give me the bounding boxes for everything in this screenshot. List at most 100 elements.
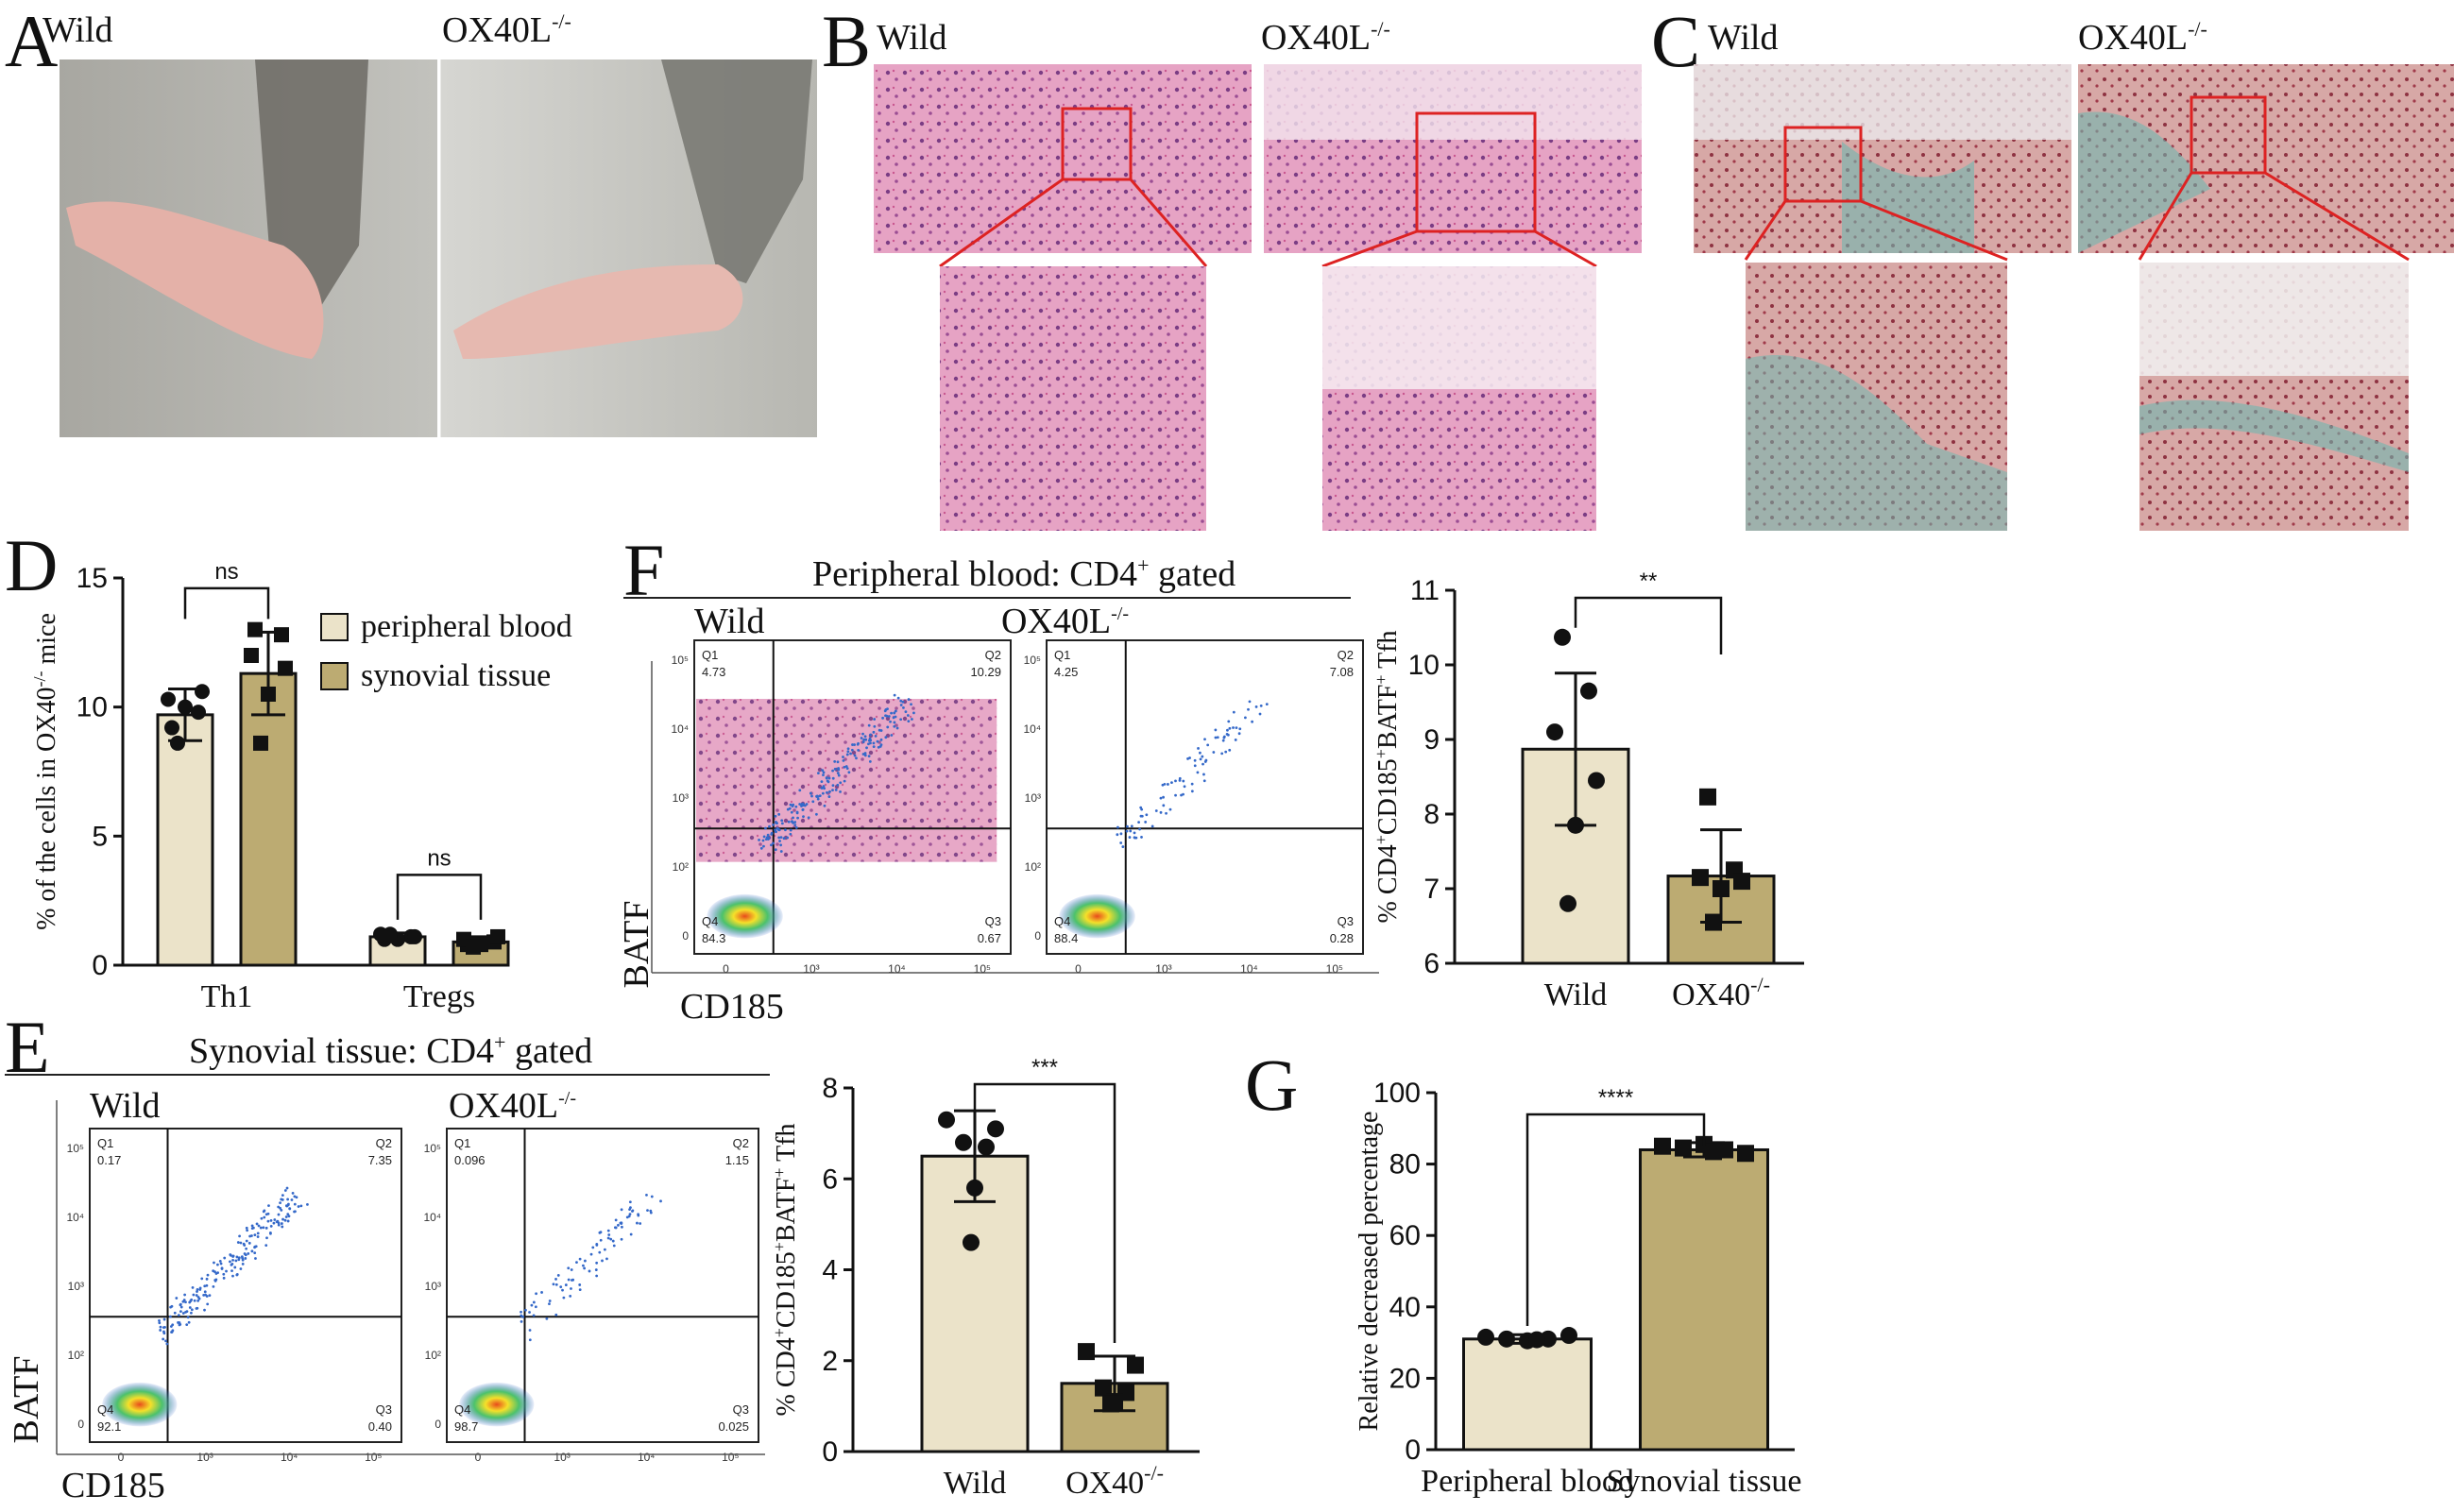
overlay-histology-image bbox=[696, 699, 997, 862]
y-axis-label-part: + bbox=[770, 1328, 789, 1337]
event-dot bbox=[218, 1259, 222, 1263]
data-point bbox=[261, 687, 276, 702]
event-dot bbox=[286, 1213, 290, 1215]
event-dot bbox=[631, 1209, 635, 1213]
event-dot bbox=[520, 1319, 523, 1323]
event-dot bbox=[774, 848, 777, 852]
event-dot bbox=[584, 1259, 587, 1263]
facs-y-tick-label: 10² bbox=[425, 1349, 441, 1362]
data-point bbox=[1705, 1143, 1722, 1161]
event-dot bbox=[837, 767, 841, 770]
event-dot bbox=[290, 1198, 294, 1201]
ox40l-safranin-zoom-box bbox=[2190, 95, 2267, 175]
event-dot bbox=[795, 810, 799, 814]
x-tick-label-text: OX40 bbox=[1065, 1466, 1144, 1501]
event-dot bbox=[1116, 825, 1119, 829]
event-dot bbox=[286, 1203, 290, 1207]
event-dot bbox=[786, 836, 790, 840]
quadrant-label-q3: Q3 bbox=[1338, 914, 1354, 928]
event-dot bbox=[179, 1305, 183, 1309]
significance-bracket bbox=[973, 1082, 1116, 1343]
event-dot bbox=[863, 754, 867, 757]
event-dot bbox=[554, 1283, 558, 1286]
quadrant-label-q2: Q2 bbox=[1338, 648, 1354, 662]
event-dot bbox=[777, 812, 781, 816]
facs-y-tick-label: 0 bbox=[682, 929, 689, 943]
event-dot bbox=[764, 838, 768, 841]
y-tick-label: 5 bbox=[92, 821, 108, 852]
event-dot bbox=[293, 1202, 297, 1206]
event-dot bbox=[894, 715, 897, 719]
event-dot bbox=[1232, 710, 1236, 714]
event-dot bbox=[1214, 728, 1218, 732]
event-dot bbox=[567, 1278, 571, 1282]
event-dot bbox=[253, 1233, 257, 1237]
event-dot bbox=[899, 699, 903, 703]
event-dot bbox=[796, 816, 799, 820]
event-dot bbox=[203, 1290, 207, 1294]
event-dot bbox=[279, 1206, 281, 1210]
event-dot bbox=[816, 772, 820, 775]
event-dot bbox=[244, 1257, 247, 1260]
event-dot bbox=[861, 740, 865, 743]
panel-b: B Wild OX40L-/- bbox=[822, 0, 1642, 531]
y-tick-label: 10 bbox=[1408, 650, 1440, 681]
event-dot bbox=[256, 1235, 260, 1238]
event-dot bbox=[628, 1213, 632, 1216]
event-dot bbox=[287, 1215, 291, 1218]
facs-f-right-sup: -/- bbox=[1111, 603, 1129, 624]
data-point bbox=[1560, 1327, 1577, 1345]
y-tick-label: 6 bbox=[822, 1164, 838, 1195]
event-dot bbox=[831, 776, 835, 780]
event-dot bbox=[186, 1316, 190, 1319]
event-dot bbox=[269, 1218, 273, 1222]
event-dot bbox=[196, 1287, 199, 1291]
event-dot bbox=[548, 1302, 551, 1306]
x-tick-label-sup: -/- bbox=[1750, 973, 1770, 996]
event-dot bbox=[158, 1321, 162, 1325]
facs-y-tick-label: 10³ bbox=[673, 791, 689, 805]
data-point bbox=[1559, 894, 1576, 912]
facs-x-tick-label: 10⁵ bbox=[974, 962, 991, 976]
event-dot bbox=[894, 709, 897, 713]
y-axis-label-part: + bbox=[1372, 835, 1390, 844]
x-tick-label: Wild bbox=[1544, 977, 1608, 1012]
event-dot bbox=[245, 1239, 248, 1243]
event-dot bbox=[187, 1320, 191, 1324]
y-axis-label-part: Tfh bbox=[772, 1124, 801, 1168]
event-dot bbox=[281, 1225, 284, 1229]
y-axis-label-part: BATF bbox=[772, 1178, 801, 1242]
event-dot bbox=[230, 1269, 233, 1273]
event-dot bbox=[793, 821, 797, 824]
event-dot bbox=[851, 743, 854, 746]
event-dot bbox=[222, 1272, 226, 1276]
y-axis-label-part: CD185 bbox=[1373, 758, 1403, 835]
event-dot bbox=[170, 1304, 174, 1308]
event-dot bbox=[293, 1195, 297, 1198]
event-dot bbox=[878, 728, 881, 732]
event-dot bbox=[774, 828, 776, 832]
data-point bbox=[938, 1111, 955, 1129]
facs-x-tick-label: 10⁵ bbox=[365, 1451, 382, 1464]
y-tick-label: 40 bbox=[1389, 1292, 1421, 1323]
event-dot bbox=[809, 791, 812, 795]
event-dot bbox=[196, 1290, 198, 1293]
event-dot bbox=[628, 1200, 632, 1204]
significance-label: **** bbox=[1598, 1085, 1633, 1111]
event-dot bbox=[621, 1225, 623, 1229]
event-dot bbox=[265, 1236, 268, 1240]
event-dot bbox=[836, 760, 840, 764]
event-dot bbox=[601, 1259, 604, 1263]
event-dot bbox=[599, 1238, 603, 1242]
event-dot bbox=[1145, 813, 1149, 817]
y-axis-label-part: + bbox=[770, 1242, 789, 1251]
event-dot bbox=[798, 803, 802, 806]
event-dot bbox=[1254, 705, 1258, 708]
event-dot bbox=[764, 826, 767, 830]
event-dot bbox=[637, 1214, 640, 1217]
event-dot bbox=[570, 1287, 572, 1290]
event-dot bbox=[269, 1232, 272, 1235]
event-dot bbox=[1232, 726, 1235, 729]
event-dot bbox=[1224, 750, 1228, 754]
event-dot bbox=[189, 1300, 193, 1302]
